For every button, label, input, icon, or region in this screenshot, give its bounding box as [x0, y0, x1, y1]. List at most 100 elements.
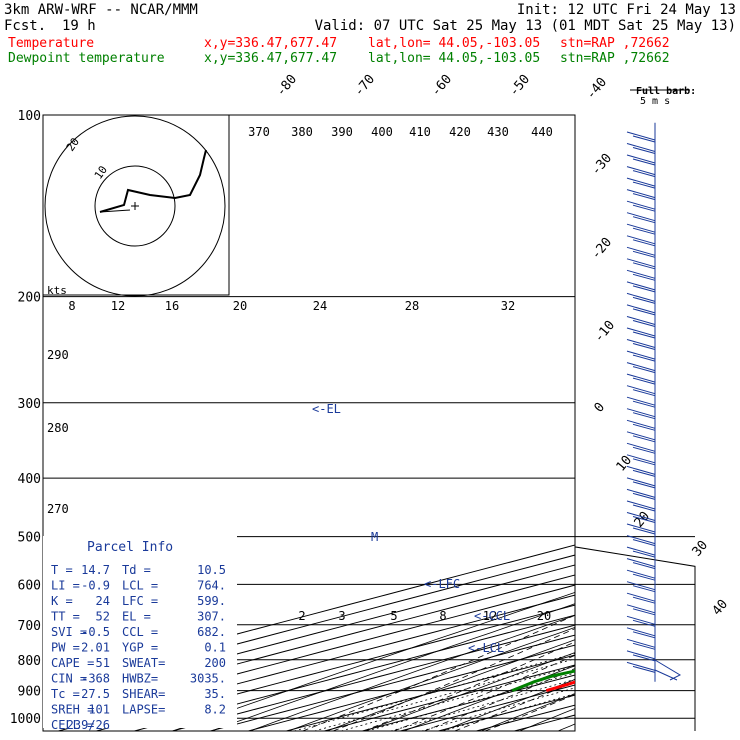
pressure-tick-label: 200 — [18, 291, 41, 306]
wind-barb — [626, 500, 656, 512]
parcel-value: 307. — [197, 610, 226, 624]
moist-adiabat-line — [424, 668, 575, 731]
pressure-tick-label: 400 — [18, 472, 41, 487]
mixing-ratio-label: 8 — [439, 609, 446, 623]
parcel-label: LCL = — [122, 579, 158, 593]
isotherm-line — [172, 624, 575, 731]
wind-barb — [626, 154, 656, 166]
lower-extension-frame — [574, 536, 696, 731]
wind-barb — [626, 223, 656, 235]
dry-adiabat-line — [211, 603, 575, 731]
dry-adiabat-line — [635, 115, 740, 731]
mixing-ratio-label: 32 — [501, 299, 515, 313]
wind-barb — [626, 488, 656, 500]
wind-barb — [626, 385, 656, 397]
wind-barb — [626, 269, 656, 281]
parcel-value: 200 — [204, 656, 226, 670]
parcel-label: SHEAR= — [122, 687, 165, 701]
hodograph-ring-label-inner: 10 — [92, 163, 110, 181]
wind-barb — [626, 200, 656, 212]
theta-label: 410 — [409, 125, 431, 139]
parcel-label: HWBZ= — [122, 672, 158, 686]
wind-barb — [626, 650, 656, 662]
mixing-ratio-line — [341, 665, 575, 731]
wind-barb-cluster — [654, 659, 682, 681]
dry-adiabat-line — [597, 115, 740, 731]
hodograph-ring-inner — [94, 165, 176, 247]
wind-barb — [626, 661, 656, 673]
parcel-label: EL = — [122, 610, 151, 624]
wind-barb — [626, 408, 656, 420]
wind-barb — [626, 512, 656, 523]
forecast-hour: 19 h — [62, 18, 96, 34]
parcel-value: 10.5 — [197, 563, 226, 577]
theta-label: 290 — [47, 348, 69, 362]
theta-label: 370 — [248, 125, 270, 139]
pressure-tick-label: 700 — [18, 619, 41, 634]
wind-barb — [626, 396, 656, 408]
hodograph-trace — [99, 149, 207, 213]
dry-adiabat-line — [326, 639, 575, 731]
parcel-value: -0.5 — [81, 625, 110, 639]
parcel-label: YGP = — [122, 641, 158, 655]
mixing-ratio-line — [294, 652, 575, 731]
parcel-value: -368 — [81, 672, 110, 686]
wind-barb — [626, 592, 656, 604]
parcel-label: LAPSE= — [122, 703, 165, 717]
isotherm-label: -40 — [584, 75, 611, 103]
isotherm-line — [43, 544, 575, 686]
dry-adiabat-line — [674, 115, 740, 731]
mixing-ratio-label: 3 — [338, 609, 345, 623]
wind-barb — [626, 523, 656, 535]
legend-dewpoint-xy: x,y=336.47,677.47 — [204, 51, 338, 66]
wind-barb — [626, 569, 656, 581]
annotation-ccl: <-CCL — [474, 609, 510, 623]
isotherm-line — [96, 604, 575, 731]
wind-barb — [626, 546, 656, 558]
mixing-ratio-line — [314, 658, 575, 731]
wind-barb — [626, 212, 656, 224]
wind-barb — [626, 246, 656, 258]
parcel-label: SWEAT= — [122, 656, 165, 670]
parcel-value: 239/26 — [67, 718, 110, 732]
parcel-label: TT = — [51, 610, 80, 624]
moist-adiabat-line — [332, 628, 575, 731]
wind-barb — [626, 419, 656, 431]
wind-barb — [626, 604, 656, 616]
isotherm-line — [134, 614, 575, 731]
wind-barb — [626, 143, 656, 154]
pressure-tick-label: 100 — [18, 109, 41, 124]
parcel-label: Td = — [122, 563, 151, 577]
dry-adiabat-line — [403, 665, 575, 731]
isotherm-label: 0 — [592, 400, 609, 416]
theta-label: 390 — [331, 125, 353, 139]
parcel-label: CAPE = — [51, 656, 94, 670]
parcel-label: K = — [51, 594, 73, 608]
wind-barb — [626, 166, 656, 178]
parcel-value: 764. — [197, 579, 226, 593]
parcel-value: 35. — [204, 687, 226, 701]
parcel-info-title: Parcel Info — [87, 540, 173, 555]
mixing-ratio-label: 16 — [165, 299, 179, 313]
isotherm-label: 30 — [690, 538, 712, 560]
parcel-label: SREH = — [51, 703, 94, 717]
wind-barb — [626, 442, 656, 454]
mixing-ratio-label: 12 — [111, 299, 125, 313]
parcel-value: 24 — [96, 594, 110, 608]
moist-adiabat-line — [393, 654, 575, 731]
mixing-ratio-label: 20 — [233, 299, 247, 313]
legend-dewpoint-stn: stn=RAP ,72662 — [560, 51, 670, 66]
annotation-el: <-EL — [312, 402, 341, 416]
wind-barb — [626, 558, 656, 570]
legend-dewpoint: Dewpoint temperature — [8, 51, 165, 66]
theta-label: 270 — [47, 502, 69, 516]
hodograph-storm-vector — [99, 209, 131, 213]
parcel-label: Tc = — [51, 687, 80, 701]
isotherm-label: -80 — [274, 72, 301, 100]
init-time: Init: 12 UTC Fri 24 May 13 — [516, 2, 736, 18]
wind-barb — [626, 292, 656, 304]
isotherm-line — [514, 714, 575, 731]
wind-barb — [626, 258, 656, 270]
legend-dewpoint-latlon: lat,lon= 44.05,-103.05 — [368, 51, 541, 66]
mixing-ratio-label: 20 — [537, 609, 551, 623]
